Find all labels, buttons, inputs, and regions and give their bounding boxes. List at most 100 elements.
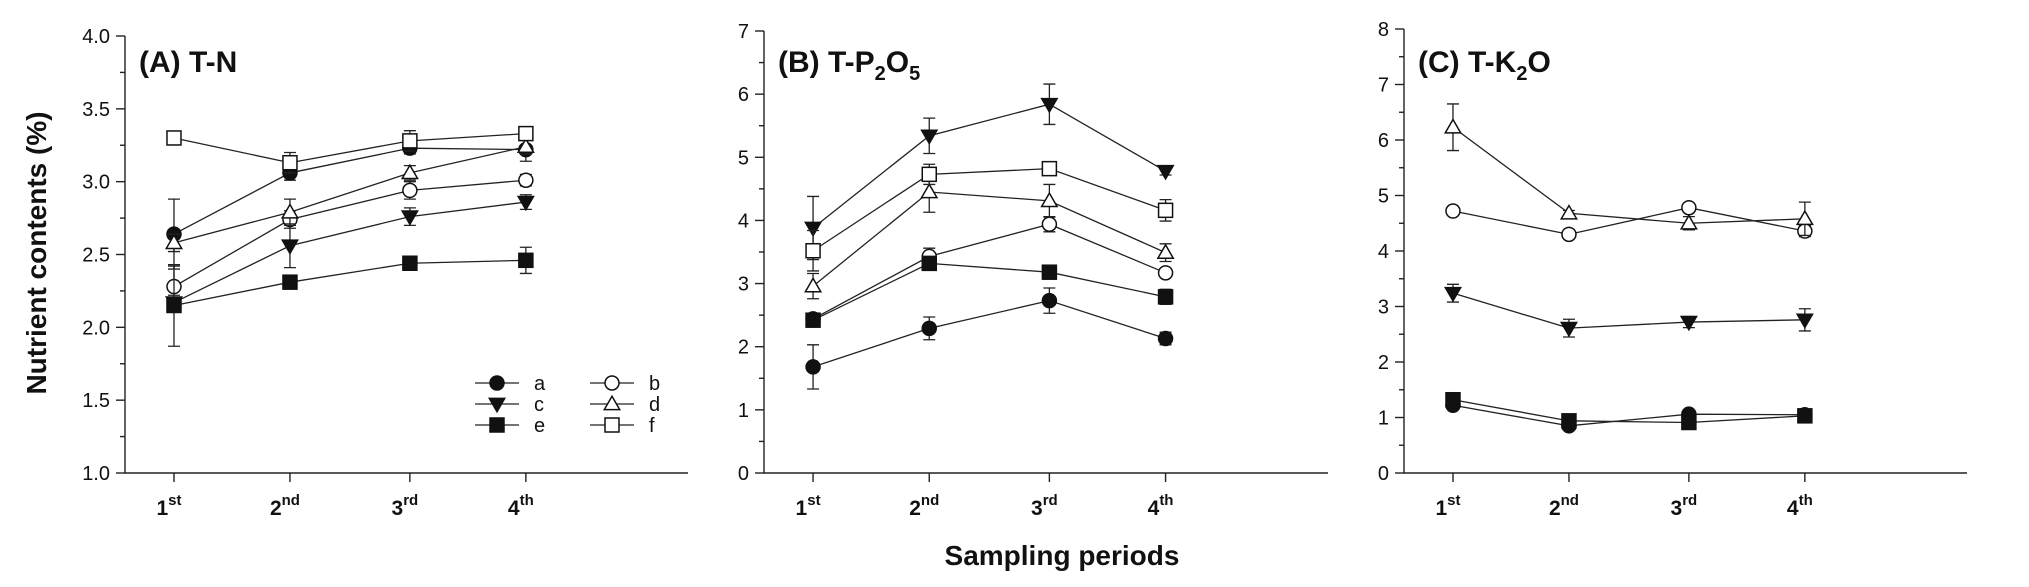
series-line-e	[812, 262, 1166, 321]
data-point-c	[280, 239, 299, 255]
data-point-f	[921, 166, 938, 183]
y-tick-label: 1.0	[82, 463, 110, 485]
series-line-c	[812, 103, 1166, 229]
data-point-d	[1040, 191, 1059, 208]
y-tick-label: 0	[1378, 463, 1389, 485]
data-point-f	[282, 154, 298, 171]
y-tick-label: 2.0	[82, 317, 110, 339]
data-point-d	[804, 276, 823, 293]
data-point-b	[518, 172, 534, 188]
panel-title: (A) T-N	[139, 46, 237, 79]
data-point-d	[516, 137, 535, 154]
data-point-d	[164, 233, 183, 250]
data-point-a	[921, 320, 938, 337]
y-tick-label: 8	[1378, 19, 1389, 41]
legend-marker-b	[604, 375, 620, 391]
data-point-e	[166, 297, 182, 314]
x-tick-label: 1st	[796, 492, 821, 520]
series-e	[805, 255, 1174, 328]
y-tick-label: 2	[1378, 352, 1389, 374]
data-point-f	[1041, 160, 1058, 177]
y-tick-label: 2.5	[82, 245, 110, 267]
y-tick-label: 6	[738, 84, 749, 106]
data-point-f	[518, 125, 534, 142]
y-tick-label: 4	[1378, 241, 1389, 263]
data-point-e	[282, 274, 298, 290]
data-point-d	[1156, 243, 1175, 259]
y-tick-label: 7	[1378, 75, 1389, 97]
data-point-c	[1795, 313, 1814, 330]
series-c	[804, 83, 1175, 261]
data-point-f	[166, 130, 182, 146]
data-point-b	[1561, 226, 1577, 243]
series-line-b	[1452, 207, 1805, 236]
data-point-e	[1445, 391, 1461, 408]
y-tick-label: 7	[738, 21, 749, 43]
data-point-c	[1040, 97, 1059, 114]
series-b	[805, 215, 1174, 327]
series-b	[1445, 199, 1813, 243]
data-point-a	[805, 359, 821, 375]
legend-label-e: e	[534, 415, 545, 437]
data-point-c	[1559, 321, 1578, 338]
data-point-e	[402, 255, 418, 271]
y-tick-label: 3.5	[82, 99, 110, 121]
series-line-b	[173, 179, 526, 288]
series-line-a	[173, 147, 526, 235]
x-tick-label: 1st	[1435, 492, 1460, 520]
series-e	[1445, 391, 1813, 431]
series-d	[164, 137, 535, 253]
data-point-f	[402, 133, 418, 149]
series-line-c	[1452, 292, 1805, 329]
data-point-e	[1041, 264, 1058, 280]
data-point-a	[1041, 292, 1058, 309]
legend-label-b: b	[649, 373, 660, 395]
series-b	[166, 172, 534, 308]
series-e	[166, 246, 534, 347]
legend-label-a: a	[534, 373, 546, 395]
series-line-f	[173, 132, 526, 164]
y-tick-label: 2	[738, 337, 749, 359]
chart-panel-3: 0 1 2 3 4 5 6 7 8 1st 2nd 3rd 4th (C) T-K2O	[1378, 19, 1967, 520]
data-point-d	[1795, 209, 1814, 226]
series-line-a	[1452, 404, 1805, 427]
y-tick-label: 3.0	[82, 172, 110, 194]
x-tick-label: 1st	[156, 492, 181, 520]
series-line-e	[173, 259, 526, 307]
series-line-f	[812, 167, 1166, 252]
chart-panel-1: 1.0 1.5 2.0 2.5 3.0 3.5 4.0 1st 2nd 3rd 4th (A) T-N…	[82, 26, 688, 520]
legend-marker-a	[489, 375, 505, 391]
data-point-e	[805, 312, 821, 328]
x-tick-label: 2nd	[270, 492, 300, 520]
data-point-d	[1443, 118, 1462, 134]
y-tick-label: 1	[738, 400, 749, 422]
legend-label-d: d	[649, 394, 660, 416]
series-line-d	[1452, 126, 1805, 224]
data-point-b	[1681, 199, 1697, 216]
data-point-e	[1157, 289, 1174, 305]
legend-label-c: c	[534, 394, 544, 416]
y-tick-label: 5	[1378, 186, 1389, 208]
x-tick-label: 3rd	[1031, 492, 1058, 520]
y-tick-label: 3	[738, 274, 749, 296]
data-point-c	[804, 221, 823, 238]
legend-marker-c	[487, 397, 507, 414]
legend: a b c d e f	[475, 373, 660, 437]
series-c	[164, 194, 535, 312]
data-point-d	[1679, 214, 1698, 230]
series-line-d	[812, 191, 1166, 287]
data-point-a	[1157, 330, 1174, 347]
x-tick-label: 4th	[508, 492, 534, 520]
data-point-d	[920, 182, 939, 199]
y-axis-title: Nutrient contents (%)	[21, 111, 52, 394]
data-point-f	[805, 242, 821, 259]
data-point-b	[1445, 203, 1461, 219]
data-point-e	[921, 255, 938, 272]
x-axis-title: Sampling periods	[945, 540, 1180, 571]
data-point-c	[920, 129, 939, 146]
data-point-c	[516, 195, 535, 212]
data-point-e	[1797, 408, 1813, 424]
series-line-d	[173, 146, 526, 244]
data-point-e	[1681, 414, 1697, 431]
series-f	[805, 160, 1174, 272]
